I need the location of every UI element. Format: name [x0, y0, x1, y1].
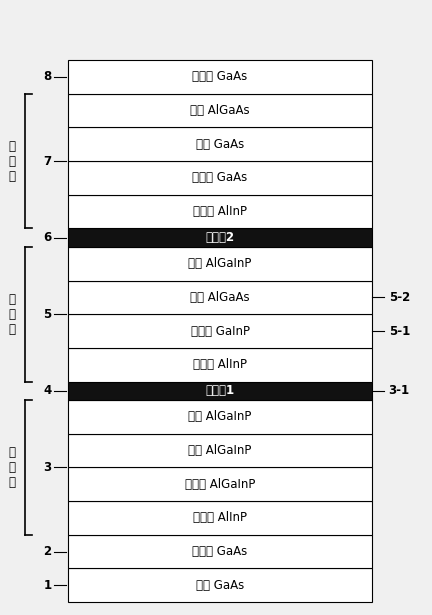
Text: 6: 6	[43, 231, 51, 244]
Bar	[68, 195, 372, 228]
Bar	[68, 247, 372, 280]
Text: 3: 3	[43, 461, 51, 474]
Text: 窗口层 AlInP: 窗口层 AlInP	[193, 359, 247, 371]
Text: 中
电
池: 中 电 池	[9, 293, 16, 336]
Bar	[68, 161, 372, 195]
Text: 7: 7	[43, 154, 51, 167]
Bar	[68, 568, 372, 602]
Text: 背场 AlGaInP: 背场 AlGaInP	[188, 257, 252, 270]
Text: 基区 GaAs: 基区 GaAs	[196, 138, 244, 151]
Bar	[68, 501, 372, 535]
Text: 衬底 GaAs: 衬底 GaAs	[196, 579, 244, 592]
Bar	[68, 381, 372, 400]
Bar	[68, 535, 372, 568]
Bar	[68, 400, 372, 434]
Text: 发射区 GaAs: 发射区 GaAs	[192, 172, 248, 184]
Bar	[68, 127, 372, 161]
Text: 隧穿结2: 隧穿结2	[206, 231, 235, 244]
Text: 5: 5	[43, 308, 51, 321]
Text: 接触层 GaAs: 接触层 GaAs	[192, 70, 248, 84]
Text: 顶
电
池: 顶 电 池	[9, 140, 16, 183]
Text: 1: 1	[43, 579, 51, 592]
Text: 发射区 GaInP: 发射区 GaInP	[191, 325, 250, 338]
Text: 2: 2	[43, 545, 51, 558]
Bar	[68, 467, 372, 501]
Bar	[68, 314, 372, 348]
Bar	[68, 348, 372, 381]
Text: 缓冲层 GaAs: 缓冲层 GaAs	[192, 545, 248, 558]
Text: 4: 4	[43, 384, 51, 397]
Bar	[68, 60, 372, 93]
Text: 5-2: 5-2	[389, 291, 410, 304]
Bar	[68, 228, 372, 247]
Bar	[68, 434, 372, 467]
Text: 窗口层 AlInP: 窗口层 AlInP	[193, 512, 247, 525]
Text: 3-1: 3-1	[389, 384, 410, 397]
Text: 底
电
池: 底 电 池	[9, 446, 16, 489]
Text: 基区 AlGaInP: 基区 AlGaInP	[188, 444, 252, 457]
Text: 8: 8	[43, 70, 51, 84]
Text: 基区 AlGaAs: 基区 AlGaAs	[190, 291, 250, 304]
Text: 窗口层 AlInP: 窗口层 AlInP	[193, 205, 247, 218]
Bar	[68, 93, 372, 127]
Bar	[68, 280, 372, 314]
Text: 背场 AlGaAs: 背场 AlGaAs	[190, 104, 250, 117]
Text: 隧穿结1: 隧穿结1	[206, 384, 235, 397]
Text: 发射区 AlGaInP: 发射区 AlGaInP	[185, 478, 255, 491]
Text: 5-1: 5-1	[389, 325, 410, 338]
Text: 背场 AlGaInP: 背场 AlGaInP	[188, 410, 252, 424]
